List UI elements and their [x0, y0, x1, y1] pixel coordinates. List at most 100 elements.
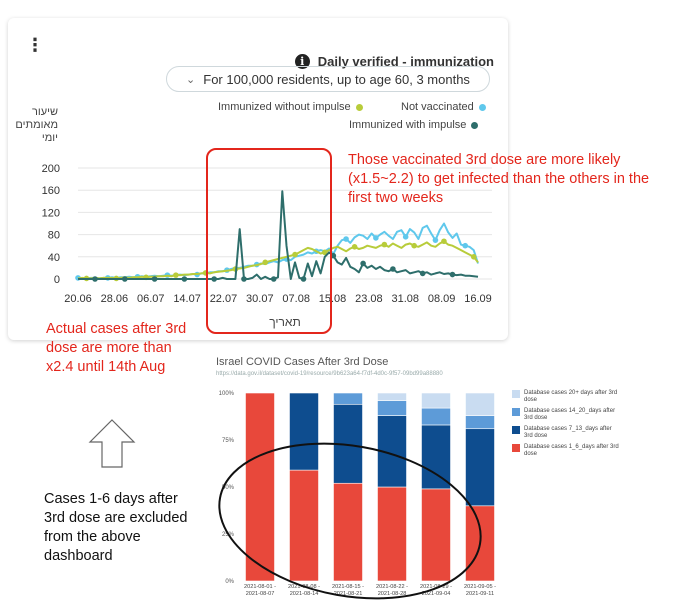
data-point[interactable]	[151, 276, 158, 282]
legend-label: Database cases 14_20_days after 3rd dose	[524, 408, 616, 421]
legend-label: Immunized without impulse	[218, 101, 351, 113]
x-tick-label: 22.07	[210, 293, 238, 305]
data-point[interactable]	[351, 244, 358, 250]
bar-segment[interactable]	[465, 415, 495, 430]
bar-segment[interactable]	[333, 392, 363, 405]
bar-segment[interactable]	[377, 400, 407, 416]
x-tick-label: 28.06	[101, 293, 129, 305]
dashboard-card: ⋮ i Daily verified - immunization	[8, 18, 508, 340]
bar-segment[interactable]	[245, 392, 275, 582]
x-tick-label: 2021-08-29 -2021-09-04	[420, 584, 452, 597]
x-tick-label: 2021-08-01 -2021-08-07	[244, 584, 276, 597]
y-tick-label: 50%	[222, 485, 235, 491]
x-tick-label: 06.07	[137, 293, 165, 305]
filter-label: For 100,000 residents, up to age 60, 3 m…	[203, 71, 470, 87]
x-tick-label: 2021-08-15 -2021-08-21	[332, 584, 364, 597]
data-point[interactable]	[292, 251, 298, 258]
data-point[interactable]	[211, 276, 217, 282]
dashboard-title-row: i Daily verified - immunization	[294, 54, 494, 69]
bar-segment[interactable]	[421, 488, 451, 582]
x-tick-label: 20.06	[64, 293, 92, 305]
y-tick-label: 0	[54, 274, 60, 286]
series-line	[78, 190, 479, 280]
data-point[interactable]	[262, 259, 269, 266]
legend-swatch	[512, 408, 520, 416]
x-tick-label: 07.08	[282, 293, 310, 305]
data-point[interactable]	[181, 276, 188, 282]
annotation-left: Actual cases after 3rd dose are more tha…	[46, 321, 187, 375]
chart2-source: https://data.gov.il/dataset/covid-19/res…	[216, 371, 443, 377]
annotation-bottom-left: Cases 1-6 days after 3rd dose are exclud…	[44, 491, 188, 564]
bar-segment[interactable]	[421, 407, 451, 426]
bar-segment[interactable]	[289, 392, 319, 471]
data-point[interactable]	[360, 260, 366, 267]
legend-item-immunized-without[interactable]: Immunized without impulse	[218, 101, 363, 113]
legend-item[interactable]: Database cases 14_20_days after 3rd dose	[512, 408, 620, 422]
data-point[interactable]	[270, 276, 277, 282]
legend-item-not-vaccinated[interactable]: Not vaccinated	[401, 101, 486, 113]
data-point[interactable]	[300, 276, 307, 282]
data-point[interactable]	[322, 249, 328, 256]
data-point[interactable]	[419, 270, 426, 277]
legend-dot	[355, 103, 363, 111]
bar-chart: 0%25%50%75%100% 2021-08-01 -2021-08-0720…	[219, 391, 497, 597]
bar-segment[interactable]	[465, 392, 495, 416]
highlight-box	[206, 148, 332, 334]
legend-swatch	[512, 426, 520, 434]
bar-segment[interactable]	[289, 469, 319, 582]
info-icon[interactable]: i	[294, 54, 310, 69]
y-tick-label: 200	[42, 163, 60, 175]
y-tick-label: 160	[42, 185, 60, 197]
legend-item[interactable]: Database cases 1_6_days after 3rd dose	[512, 444, 620, 458]
legend-item[interactable]: Database cases 7_13_days after 3rd dose	[512, 426, 620, 440]
data-point[interactable]	[92, 276, 98, 282]
data-point[interactable]	[173, 272, 179, 278]
y-tick-label: 100%	[219, 391, 235, 397]
bar-segment[interactable]	[377, 392, 407, 401]
data-point[interactable]	[381, 241, 388, 248]
legend-item-immunized-with[interactable]: Immunized with impulse	[349, 119, 479, 131]
x-tick-label: 30.07	[246, 293, 274, 305]
bar-segment[interactable]	[377, 486, 407, 582]
data-point[interactable]	[343, 236, 349, 242]
data-point[interactable]	[373, 235, 379, 241]
data-point[interactable]	[449, 271, 456, 278]
bar-segment[interactable]	[465, 505, 495, 582]
legend-label: Immunized with impulse	[349, 119, 467, 131]
y-axis-label: שיעור מאומתים יומי	[15, 106, 58, 144]
data-point[interactable]	[241, 276, 247, 282]
data-point[interactable]	[402, 234, 409, 240]
data-point[interactable]	[441, 238, 447, 245]
legend-label: Database cases 20+ days after 3rd dose	[524, 390, 618, 403]
bar-segment[interactable]	[465, 428, 495, 507]
y-tick-label: 0%	[225, 579, 234, 585]
legend-swatch	[512, 390, 520, 398]
x-tick-label: 23.08	[355, 293, 383, 305]
data-point[interactable]	[470, 253, 477, 260]
highlight-ellipse	[218, 442, 482, 600]
x-tick-label: 15.08	[319, 293, 347, 305]
legend-label: Not vaccinated	[401, 101, 474, 113]
data-point[interactable]	[390, 266, 396, 272]
line-chart: 0 40 80 120 160 200 20.06 28.06 06.07 14.07 22.07…	[42, 163, 492, 329]
legend-label: Database cases 1_6_days after 3rd dose	[524, 444, 619, 457]
y-tick-label: 40	[48, 252, 60, 264]
data-point[interactable]	[432, 237, 439, 243]
legend-dot	[471, 121, 479, 129]
legend-item[interactable]: Database cases 20+ days after 3rd dose	[512, 390, 620, 404]
bar-segment[interactable]	[421, 424, 451, 490]
up-arrow-icon	[88, 419, 136, 468]
data-point[interactable]	[411, 242, 417, 249]
data-point[interactable]	[462, 242, 469, 249]
annotation-top-right: Those vaccinated 3rd dose are more likel…	[348, 152, 650, 206]
data-point[interactable]	[122, 276, 128, 282]
y-tick-label: 75%	[222, 438, 235, 444]
filter-dropdown[interactable]: ⌄ For 100,000 residents, up to age 60, 3…	[166, 66, 490, 92]
x-tick-label: 31.08	[392, 293, 420, 305]
legend-dot	[478, 103, 486, 111]
legend-swatch	[512, 444, 520, 452]
bar-segment[interactable]	[421, 392, 451, 409]
x-tick-label: 2021-09-05 -2021-09-11	[464, 584, 496, 597]
bar-segment[interactable]	[333, 482, 363, 582]
x-axis-label: תאריך	[269, 315, 301, 329]
